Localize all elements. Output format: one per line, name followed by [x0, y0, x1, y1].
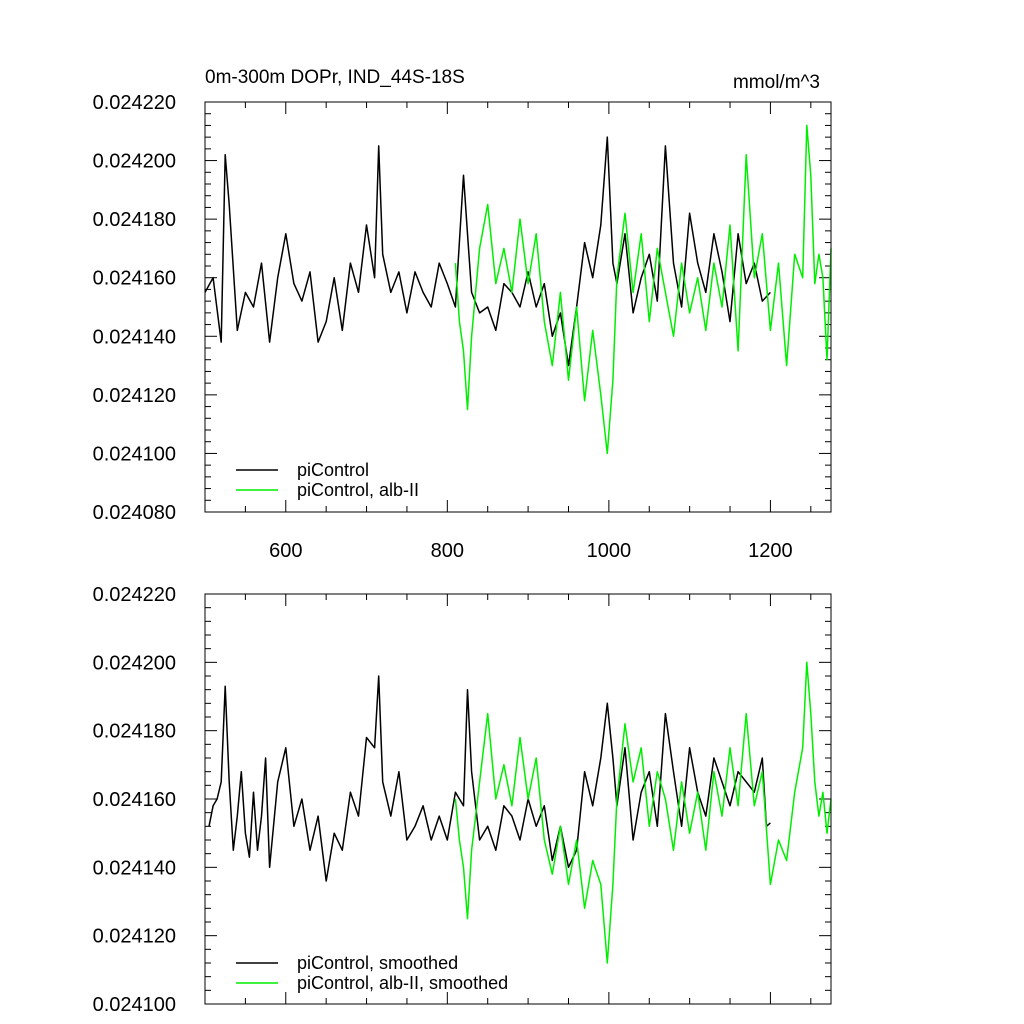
y-tick-label: 0.024120 — [93, 926, 176, 948]
legend-label-picontrol: piControl — [297, 460, 369, 480]
legend-label-picontrol-smoothed: piControl, smoothed — [297, 953, 458, 973]
series-line-1 — [454, 124, 832, 455]
x-tick-label: 600 — [269, 540, 302, 562]
y-tick-label: 0.024220 — [93, 584, 176, 606]
series-line-0 — [208, 675, 771, 882]
y-tick-label: 0.024220 — [93, 92, 176, 114]
x-tick-label: 800 — [431, 540, 464, 562]
top-legend: piControl piControl, alb-II — [236, 460, 419, 500]
y-tick-label: 0.024160 — [93, 268, 176, 290]
bottom-axes: 0.024100 0.024120 0.024140 0.024160 0.024180… — [93, 584, 831, 1016]
y-tick-label: 0.024140 — [93, 857, 176, 879]
series-line-1 — [454, 661, 832, 964]
y-tick-label: 0.024180 — [93, 721, 176, 743]
series-line-0 — [204, 136, 771, 367]
y-tick-label: 0.024100 — [93, 994, 176, 1016]
y-tick-label: 0.024200 — [93, 652, 176, 674]
units-label: mmol/m^3 — [733, 72, 820, 93]
top-panel: 0m-300m DOPr, IND_44S-18S mmol/m^3 600 80… — [93, 67, 832, 562]
y-tick-label: 0.024080 — [93, 502, 176, 524]
x-tick-label: 1000 — [587, 540, 632, 562]
chart-title: 0m-300m DOPr, IND_44S-18S — [205, 67, 465, 88]
bottom-series — [208, 661, 832, 964]
y-tick-label: 0.024200 — [93, 151, 176, 173]
top-plot-frame — [204, 101, 832, 513]
y-tick-label: 0.024120 — [93, 385, 176, 407]
x-tick-label: 1200 — [748, 540, 793, 562]
legend-label-picontrol-alb-ii: piControl, alb-II — [297, 480, 419, 500]
y-tick-label: 0.024160 — [93, 789, 176, 811]
top-axes: 600 800 1000 1200 0.024080 0.024100 0.024120 0.… — [93, 92, 831, 562]
top-series — [204, 124, 832, 455]
y-tick-label: 0.024140 — [93, 326, 176, 348]
bottom-panel: 0.024100 0.024120 0.024140 0.024160 0.024180… — [93, 584, 832, 1016]
y-tick-label: 0.024100 — [93, 443, 176, 465]
bottom-legend: piControl, smoothed piControl, alb-II, s… — [236, 953, 508, 993]
legend-label-picontrol-alb-ii-smoothed: piControl, alb-II, smoothed — [297, 973, 508, 993]
y-tick-label: 0.024180 — [93, 209, 176, 231]
bottom-plot-frame — [204, 593, 832, 1005]
